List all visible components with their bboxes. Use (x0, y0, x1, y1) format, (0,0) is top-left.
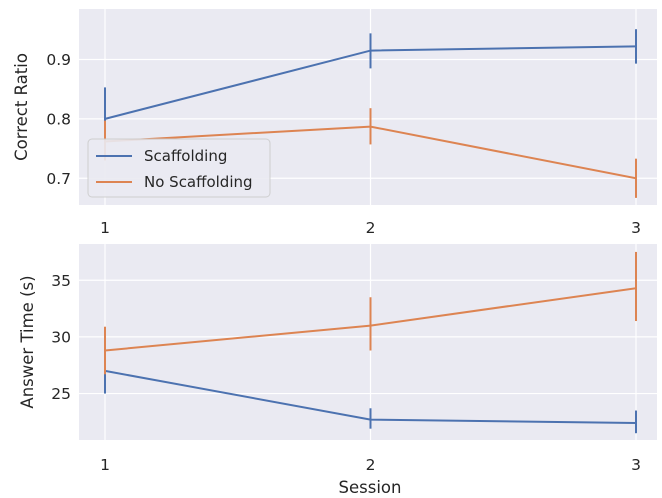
legend: Scaffolding No Scaffolding (87, 138, 271, 198)
y-tick-label: 35 (51, 272, 71, 290)
y-tick-labels: 25 30 35 (51, 272, 71, 403)
y-tick-label: 0.9 (46, 51, 71, 69)
series-layer (104, 29, 637, 198)
answer-time-panel: 1 2 3 25 30 35 Answer Time (s) Session (18, 244, 657, 497)
x-tick-labels: 1 2 3 (100, 456, 641, 474)
correct-ratio-panel: 1 2 3 0.7 0.8 0.9 Correct Ratio Scaffolding … (12, 9, 657, 237)
y-tick-label: 30 (51, 328, 71, 346)
series-layer (104, 251, 637, 434)
legend-label-no-scaffolding: No Scaffolding (144, 173, 253, 191)
x-tick-labels: 1 2 3 (100, 219, 641, 237)
x-tick-label: 2 (366, 219, 376, 237)
x-axis-label: Session (339, 478, 402, 497)
x-tick-label: 1 (100, 219, 110, 237)
y-tick-labels: 0.7 0.8 0.9 (46, 51, 71, 188)
y-tick-label: 0.7 (46, 170, 71, 188)
y-tick-label: 25 (51, 385, 71, 403)
y-axis-label: Answer Time (s) (18, 275, 37, 408)
x-tick-label: 2 (366, 456, 376, 474)
x-tick-label: 3 (631, 456, 641, 474)
y-tick-label: 0.8 (46, 110, 71, 128)
plot-background (79, 244, 657, 440)
x-tick-label: 1 (100, 456, 110, 474)
legend-frame (87, 138, 271, 198)
x-tick-label: 3 (631, 219, 641, 237)
legend-label-scaffolding: Scaffolding (144, 147, 227, 165)
y-axis-label: Correct Ratio (12, 53, 31, 161)
